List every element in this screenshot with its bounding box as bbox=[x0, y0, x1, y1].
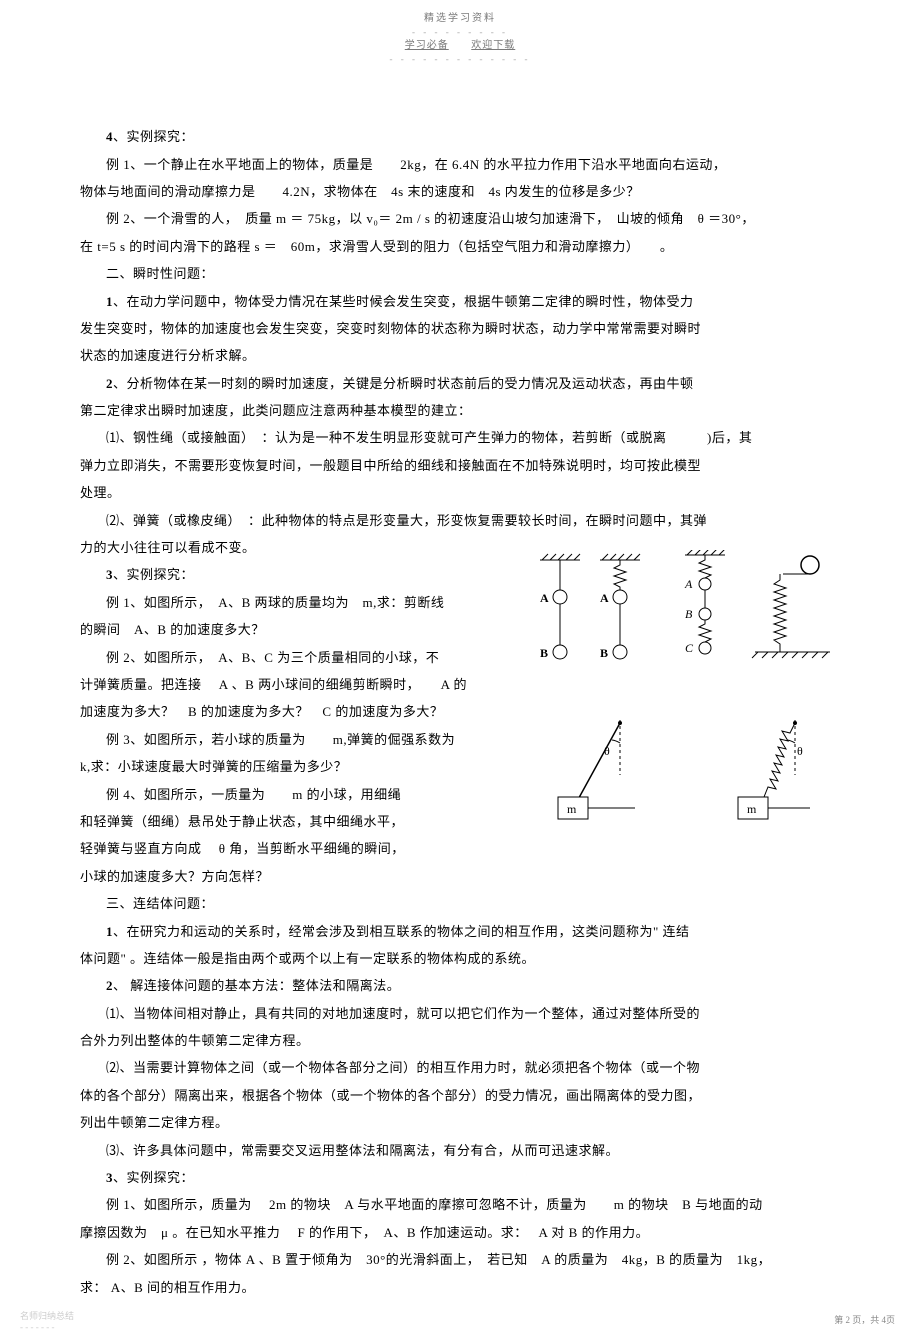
sec-iii-ex1: 例 1、如图所示，质量为 2m 的物块 A 与水平地面的摩擦可忽略不计，质量为 … bbox=[80, 1193, 840, 1216]
sec-ii-ex3b: k,求：小球速度最大时弹簧的压缩量为多少？ bbox=[80, 755, 500, 778]
label-A1: A bbox=[540, 591, 549, 605]
theta-2: θ bbox=[797, 744, 803, 758]
springs-svg: A B A B A B C bbox=[530, 550, 840, 680]
label-C3: C bbox=[685, 641, 694, 655]
header-sub: 学习必备 欢迎下载 bbox=[0, 39, 920, 53]
sec-iii-p2-text: 、 解连接体问题的基本方法：整体法和隔离法。 bbox=[113, 978, 400, 993]
narrow-block-1: 例 1、如图所示， A、B 两球的质量均为 m,求：剪断线 的瞬间 A、B 的加… bbox=[80, 591, 500, 888]
label-A2: A bbox=[600, 591, 609, 605]
header-dashes-2: - - - - - - - - - - - - - bbox=[0, 53, 920, 66]
sec4-ex2: 例 2、一个滑雪的人， 质量 m ＝ 75kg，以 v₀＝ 2m / s 的初速… bbox=[80, 207, 840, 230]
sec-iii-ex2: 例 2、如图所示 ，物体 A 、B 置于倾角为 30°的光滑斜面上， 若已知 A… bbox=[80, 1248, 840, 1271]
footer-left-dashes: - - - - - - - bbox=[20, 1322, 74, 1333]
sec4-ex2b: 在 t=5 s 的时间内滑下的路程 s ＝ 60m，求滑雪人受到的阻力（包括空气… bbox=[80, 235, 840, 258]
sec-ii-title: 二、瞬时性问题： bbox=[80, 262, 840, 285]
sec-ii-ex1: 例 1、如图所示， A、B 两球的质量均为 m,求：剪断线 bbox=[80, 591, 500, 614]
label-A3: A bbox=[684, 577, 693, 591]
sec-ii-ex4d: 小球的加速度多大？方向怎样？ bbox=[80, 865, 500, 888]
mass-m-2: m bbox=[747, 802, 757, 816]
sec-iii-p1-num: 1 bbox=[106, 924, 113, 939]
header-top: 精选学习资料 bbox=[0, 12, 920, 26]
sec-ii-p2-line: 2、分析物体在某一时刻的瞬时加速度，关键是分析瞬时状态前后的受力情况及运动状态，… bbox=[80, 372, 840, 395]
label-B1: B bbox=[540, 646, 548, 660]
sec-ii-p3-text: 、实例探究： bbox=[113, 567, 194, 582]
diagram-group-springs: A B A B A B C bbox=[530, 550, 840, 680]
sec4-title: 4、实例探究： bbox=[80, 125, 840, 148]
sec-iii-p2-line: 2、 解连接体问题的基本方法：整体法和隔离法。 bbox=[80, 974, 840, 997]
sec4-num: 4 bbox=[106, 129, 113, 144]
sec-ii-ex4: 例 4、如图所示，一质量为 m 的小球，用细绳 bbox=[80, 783, 500, 806]
sec-iii-p1-text: 、在研究力和运动的关系时，经常会涉及到相互联系的物体之间的相互作用，这类问题称为… bbox=[113, 924, 690, 939]
sec-iii-title: 三、连结体问题： bbox=[80, 892, 840, 915]
sec-ii-p21b: 弹力立即消失，不需要形变恢复时间，一般题目中所给的细线和接触面在不加特殊说明时，… bbox=[80, 454, 840, 477]
sec-iii-p23: ⑶、许多具体问题中，常需要交叉运用整体法和隔离法，有分有合，从而可迅速求解。 bbox=[80, 1139, 840, 1162]
theta-1: θ bbox=[604, 744, 610, 758]
sec-ii-p2-num: 2 bbox=[106, 376, 113, 391]
page-header: 精选学习资料 - - - - - - - - - 学习必备 欢迎下载 - - -… bbox=[0, 0, 920, 65]
sec-ii-ex4b: 和轻弹簧（细绳）悬吊处于静止状态，其中细绳水平， bbox=[80, 810, 500, 833]
sec-ii-ex1b: 的瞬间 A、B 的加速度多大？ bbox=[80, 618, 500, 641]
sec-ii-p22: ⑵、弹簧（或橡皮绳） ：此种物体的特点是形变量大，形变恢复需要较长时间，在瞬时问… bbox=[80, 509, 840, 532]
sec-ii-p3-num: 3 bbox=[106, 567, 113, 582]
pendulums-svg: θ m θ m bbox=[550, 715, 840, 845]
sec-ii-p2-text: 、分析物体在某一时刻的瞬时加速度，关键是分析瞬时状态前后的受力情况及运动状态，再… bbox=[113, 376, 694, 391]
sec-ii-ex4c: 轻弹簧与竖直方向成 θ 角，当剪断水平细绳的瞬间， bbox=[80, 837, 500, 860]
sec-ii-p1-num: 1 bbox=[106, 294, 113, 309]
footer-left: 名师归纳总结 - - - - - - - bbox=[20, 1311, 74, 1333]
sec-ii-ex2: 例 2、如图所示， A、B、C 为三个质量相同的小球，不 bbox=[80, 646, 500, 669]
sec-iii-p3-num: 3 bbox=[106, 1170, 113, 1185]
sec4-label: 、实例探究： bbox=[113, 129, 194, 144]
mass-m-1: m bbox=[567, 802, 577, 816]
sec-ii-p1c: 状态的加速度进行分析求解。 bbox=[80, 344, 840, 367]
sec-iii-p1-line: 1、在研究力和运动的关系时，经常会涉及到相互联系的物体之间的相互作用，这类问题称… bbox=[80, 920, 840, 943]
sec-iii-p22b: 体的各个部分）隔离出来，根据各个物体（或一个物体的各个部分）的受力情况，画出隔离… bbox=[80, 1084, 840, 1107]
footer-right: 第 2 页，共 4页 bbox=[834, 1312, 895, 1328]
sec-iii-ex2b: 求： A、B 间的相互作用力。 bbox=[80, 1276, 840, 1299]
sec-iii-p22: ⑵、当需要计算物体之间（或一个物体各部分之间）的相互作用力时，就必须把各个物体（… bbox=[80, 1056, 840, 1079]
sec-iii-p2-num: 2 bbox=[106, 978, 113, 993]
sec-ii-ex2b: 计弹簧质量。把连接 A 、B 两小球间的细绳剪断瞬时， A 的 bbox=[80, 673, 500, 696]
page-content: 4、实例探究： 例 1、一个静止在水平地面上的物体，质量是 2kg，在 6.4N… bbox=[0, 65, 920, 1343]
sec-iii-p21: ⑴、当物体间相对静止，具有共同的对地加速度时，就可以把它们作为一个整体，通过对整… bbox=[80, 1002, 840, 1025]
label-B2: B bbox=[600, 646, 608, 660]
sec-ii-p1-text: 、在动力学问题中，物体受力情况在某些时候会发生突变，根据牛顿第二定律的瞬时性，物… bbox=[113, 294, 694, 309]
sec-ii-ex2c: 加速度为多大？ B 的加速度为多大？ C 的加速度为多大？ bbox=[80, 700, 500, 723]
footer-left-top: 名师归纳总结 bbox=[20, 1311, 74, 1322]
sec-iii-p21b: 合外力列出整体的牛顿第二定律方程。 bbox=[80, 1029, 840, 1052]
header-sub-left: 学习必备 bbox=[405, 40, 449, 51]
sec-ii-p21: ⑴、钢性绳（或接触面） ：认为是一种不发生明显形变就可产生弹力的物体，若剪断（或… bbox=[80, 426, 840, 449]
sec-iii-p3-line: 3、实例探究： bbox=[80, 1166, 840, 1189]
sec4-ex1: 例 1、一个静止在水平地面上的物体，质量是 2kg，在 6.4N 的水平拉力作用… bbox=[80, 153, 840, 176]
header-sub-right: 欢迎下载 bbox=[471, 40, 515, 51]
sec4-ex1b: 物体与地面间的滑动摩擦力是 4.2N，求物体在 4s 末的速度和 4s 内发生的… bbox=[80, 180, 840, 203]
sec-iii-ex1b: 摩擦因数为 μ 。在已知水平推力 F 的作用下， A、B 作加速运动。求： A … bbox=[80, 1221, 840, 1244]
header-dashes-1: - - - - - - - - - bbox=[0, 26, 920, 39]
sec-iii-p22c: 列出牛顿第二定律方程。 bbox=[80, 1111, 840, 1134]
sec-ii-ex3: 例 3、如图所示，若小球的质量为 m,弹簧的倔强系数为 bbox=[80, 728, 500, 751]
sec-ii-p2b: 第二定律求出瞬时加速度，此类问题应注意两种基本模型的建立： bbox=[80, 399, 840, 422]
sec-ii-p1b: 发生突变时，物体的加速度也会发生突变，突变时刻物体的状态称为瞬时状态，动力学中常… bbox=[80, 317, 840, 340]
diagram-group-pendulums: θ m θ m bbox=[550, 715, 840, 845]
sec-iii-p3-text: 、实例探究： bbox=[113, 1170, 194, 1185]
sec-iii-p1b: 体问题" 。连结体一般是指由两个或两个以上有一定联系的物体构成的系统。 bbox=[80, 947, 840, 970]
label-B3: B bbox=[685, 607, 693, 621]
sec-ii-p1-line: 1、在动力学问题中，物体受力情况在某些时候会发生突变，根据牛顿第二定律的瞬时性，… bbox=[80, 290, 840, 313]
sec-ii-p21c: 处理。 bbox=[80, 481, 840, 504]
